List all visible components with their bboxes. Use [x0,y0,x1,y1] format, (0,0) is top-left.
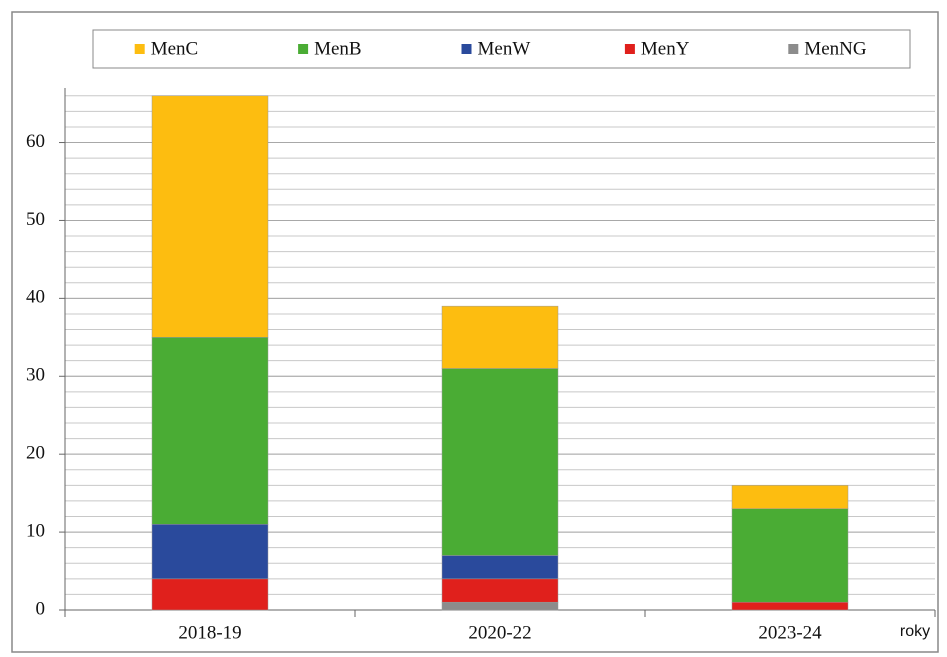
legend-label: MenC [151,38,199,59]
y-tick-label: 20 [26,443,45,464]
x-tick-label: 2020-22 [468,622,531,643]
bar-segment [441,555,559,580]
bar-segment [731,508,849,603]
y-tick-label: 0 [36,598,46,619]
legend-swatch [461,44,472,54]
legend-swatch [134,44,145,54]
legend-label: MenB [314,38,362,59]
legend-label: MenY [641,38,690,59]
legend-swatch [624,44,635,54]
y-tick-label: 50 [26,209,45,230]
bar-segment [151,578,269,611]
bar-segment [151,95,269,338]
y-tick-label: 60 [26,131,45,152]
y-tick-label: 30 [26,365,45,386]
y-tick-label: 40 [26,287,45,308]
x-tick-label: 2018-19 [178,622,241,643]
legend-label: MenW [478,38,531,59]
bar-segment [731,601,849,611]
legend-swatch [788,44,799,54]
bar-segment [151,524,269,580]
legend-swatch [298,44,309,54]
y-tick-label: 10 [26,520,45,541]
bar-segment [441,578,559,603]
x-axis-label: roky [900,623,930,640]
legend-box [92,29,911,69]
bar-segment [441,368,559,556]
bar-segment [441,601,559,611]
bar-segment [441,305,559,369]
bar-segment [151,337,269,525]
x-tick-label: 2023-24 [758,622,822,643]
bar-segment [731,485,849,509]
legend-label: MenNG [804,38,867,59]
